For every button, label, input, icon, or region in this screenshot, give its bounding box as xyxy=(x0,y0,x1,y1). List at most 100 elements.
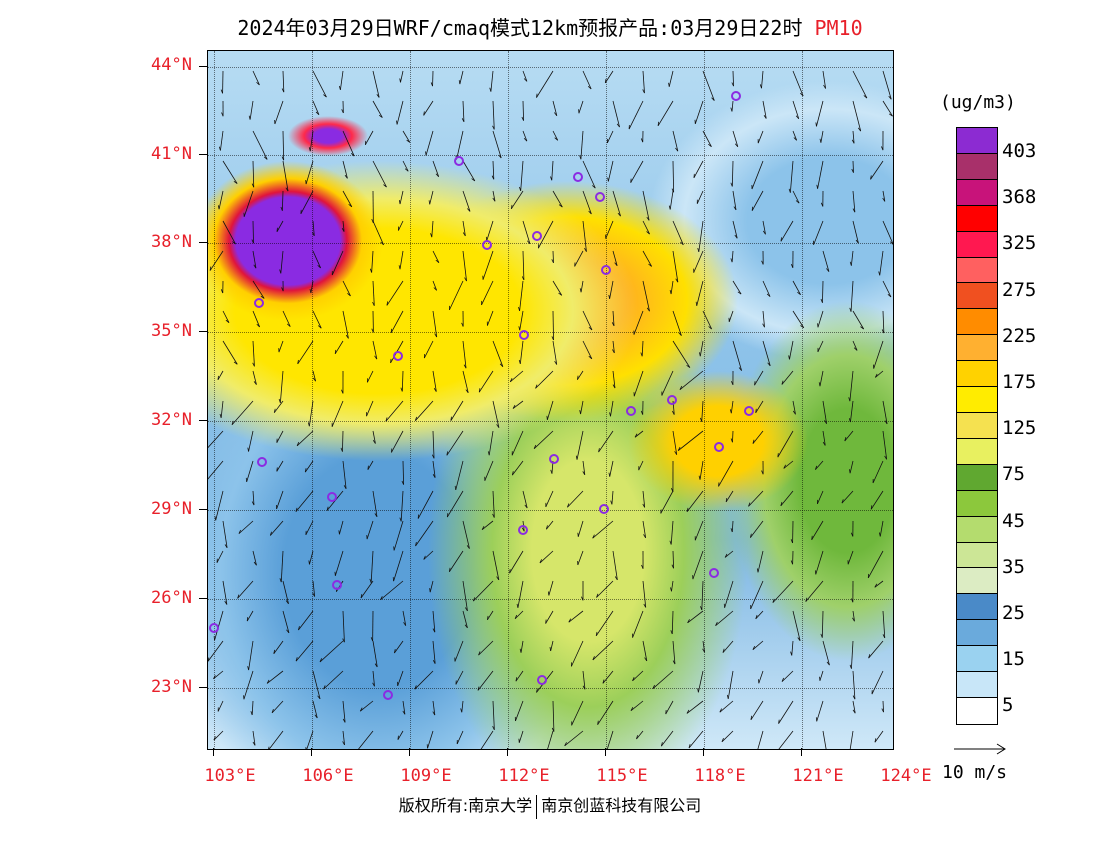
wind-vector xyxy=(571,640,584,667)
wind-vector xyxy=(477,670,494,691)
wind-vector xyxy=(432,460,436,478)
wind-vector xyxy=(792,280,801,295)
wind-vector-head xyxy=(218,146,221,151)
wind-vector xyxy=(393,520,404,551)
wind-vector-head xyxy=(587,86,592,90)
wind-vector xyxy=(398,220,404,231)
wind-vector xyxy=(252,370,257,385)
wind-vector xyxy=(819,670,824,681)
wind-vector xyxy=(276,460,284,472)
wind-vector xyxy=(490,70,494,92)
wind-vector xyxy=(546,520,554,530)
city-marker xyxy=(393,351,403,361)
colorbar-label: 403 xyxy=(1002,140,1037,162)
wind-vector-head xyxy=(296,441,300,446)
wind-vector xyxy=(592,640,614,661)
wind-vector-head xyxy=(675,147,679,152)
wind-vector xyxy=(634,430,644,438)
wind-vector-head xyxy=(454,485,457,490)
wind-vector xyxy=(402,700,406,715)
wind-vector xyxy=(298,610,314,631)
wind-vector-head xyxy=(253,561,257,566)
wind-vector-head xyxy=(248,115,251,120)
map-plot-area xyxy=(207,50,894,750)
wind-vector-head xyxy=(754,381,756,386)
wind-vector xyxy=(535,370,554,389)
colorbar-segment xyxy=(957,412,997,439)
chart-title: 2024年03月29日WRF/cmaq模式12km预报产品:03月29日22时 P… xyxy=(0,12,1100,41)
wind-vector xyxy=(792,310,805,328)
colorbar-segment xyxy=(957,697,997,724)
wind-vector-head xyxy=(702,648,705,653)
lat-tick xyxy=(199,242,207,243)
colorbar-label: 45 xyxy=(1002,509,1025,532)
wind-vector-head xyxy=(592,185,596,189)
wind-vector-head xyxy=(374,513,378,518)
wind-vector xyxy=(208,640,224,662)
wind-vector xyxy=(732,220,738,239)
wind-vector-head xyxy=(232,241,236,245)
wind-vector-head xyxy=(815,122,817,127)
wind-vector-head xyxy=(797,291,801,296)
wind-vector xyxy=(282,580,289,604)
wind-vector-head xyxy=(700,417,703,422)
wind-vector-head xyxy=(334,349,337,354)
wind-vector-head xyxy=(636,735,638,740)
grid-line xyxy=(208,510,893,511)
wind-vector-head xyxy=(429,588,431,593)
wind-vector-head xyxy=(855,239,859,244)
grid-line xyxy=(312,51,313,749)
wind-vector xyxy=(520,160,524,191)
colorbar-label: 325 xyxy=(1002,232,1037,255)
wind-vector xyxy=(870,160,884,180)
wind-vector-head xyxy=(783,464,787,469)
wind-vector-head xyxy=(844,437,847,442)
wind-vector-head xyxy=(734,234,738,239)
wind-vector-head xyxy=(762,323,765,328)
wind-vector xyxy=(282,310,291,327)
colorbar-segment xyxy=(957,153,997,180)
wind-vector xyxy=(762,100,767,119)
wind-vector-head xyxy=(378,114,383,118)
wind-vector xyxy=(276,220,284,232)
wind-vector-head xyxy=(281,156,285,161)
lat-tick xyxy=(199,509,207,510)
wind-vector-head xyxy=(890,241,893,245)
wind-vector xyxy=(609,460,614,477)
wind-vector xyxy=(432,700,436,716)
wind-vector-head xyxy=(260,295,265,299)
wind-vector-head xyxy=(874,373,878,378)
wind-vector xyxy=(582,220,587,252)
wind-vector-head xyxy=(823,84,826,89)
wind-vector xyxy=(882,100,893,117)
wind-vector-head xyxy=(592,534,595,539)
wind-vector xyxy=(850,400,854,423)
wind-vector-head xyxy=(220,289,224,294)
wind-vector xyxy=(280,250,284,274)
wind-vector xyxy=(612,370,616,389)
wind-vector-head xyxy=(646,307,650,312)
wind-vector xyxy=(492,160,495,180)
wind-vector-head xyxy=(686,709,690,714)
wind-vector xyxy=(380,580,404,601)
wind-vector-head xyxy=(461,118,465,123)
wind-vector xyxy=(450,400,464,421)
wind-vector xyxy=(750,580,764,610)
lon-tick xyxy=(801,748,802,756)
wind-vector xyxy=(251,700,254,715)
wind-vector xyxy=(545,610,554,624)
wind-vector xyxy=(822,250,830,272)
wind-vector xyxy=(220,130,224,151)
wind-vector xyxy=(300,190,314,215)
wind-vector xyxy=(552,310,554,341)
wind-vector xyxy=(358,730,374,749)
wind-vector-head xyxy=(359,707,363,712)
wind-vector-head xyxy=(432,711,436,716)
lat-tick xyxy=(199,331,207,332)
wind-vector-head xyxy=(281,287,284,292)
wind-vector-head xyxy=(372,301,375,306)
wind-vector-head xyxy=(314,714,318,719)
wind-vector-head xyxy=(581,596,584,601)
lat-label: 41°N xyxy=(151,144,192,164)
wind-vector xyxy=(718,460,734,487)
